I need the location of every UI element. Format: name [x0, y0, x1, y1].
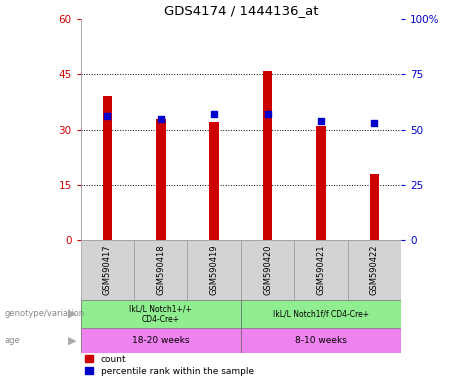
- Text: GSM590419: GSM590419: [210, 245, 219, 295]
- Text: age: age: [5, 336, 20, 345]
- Point: [264, 111, 271, 117]
- Bar: [156, 119, 165, 240]
- Bar: [316, 126, 326, 240]
- Bar: [348, 240, 401, 300]
- Text: GSM590422: GSM590422: [370, 245, 379, 295]
- Bar: [81, 300, 241, 328]
- Text: genotype/variation: genotype/variation: [5, 310, 85, 318]
- Text: IkL/L Notch1f/f CD4-Cre+: IkL/L Notch1f/f CD4-Cre+: [273, 310, 369, 318]
- Point: [371, 120, 378, 126]
- Bar: [241, 328, 401, 353]
- Bar: [241, 300, 401, 328]
- Text: GSM590417: GSM590417: [103, 245, 112, 295]
- Legend: count, percentile rank within the sample: count, percentile rank within the sample: [85, 355, 254, 376]
- Title: GDS4174 / 1444136_at: GDS4174 / 1444136_at: [164, 3, 318, 17]
- Text: GSM590421: GSM590421: [316, 245, 325, 295]
- Text: GSM590420: GSM590420: [263, 245, 272, 295]
- Text: IkL/L Notch1+/+
CD4-Cre+: IkL/L Notch1+/+ CD4-Cre+: [130, 304, 192, 324]
- Bar: [188, 240, 241, 300]
- Point: [157, 116, 165, 122]
- Bar: [102, 96, 112, 240]
- Bar: [370, 174, 379, 240]
- Text: 8-10 weeks: 8-10 weeks: [295, 336, 347, 345]
- Bar: [81, 328, 241, 353]
- Point: [211, 111, 218, 117]
- Text: 18-20 weeks: 18-20 weeks: [132, 336, 189, 345]
- Point: [317, 118, 325, 124]
- Bar: [241, 240, 294, 300]
- Bar: [263, 71, 272, 240]
- Text: GSM590418: GSM590418: [156, 245, 165, 295]
- Bar: [209, 122, 219, 240]
- Bar: [134, 240, 188, 300]
- Text: ▶: ▶: [68, 309, 76, 319]
- Bar: [81, 240, 134, 300]
- Point: [104, 113, 111, 119]
- Text: ▶: ▶: [68, 336, 76, 346]
- Bar: [294, 240, 348, 300]
